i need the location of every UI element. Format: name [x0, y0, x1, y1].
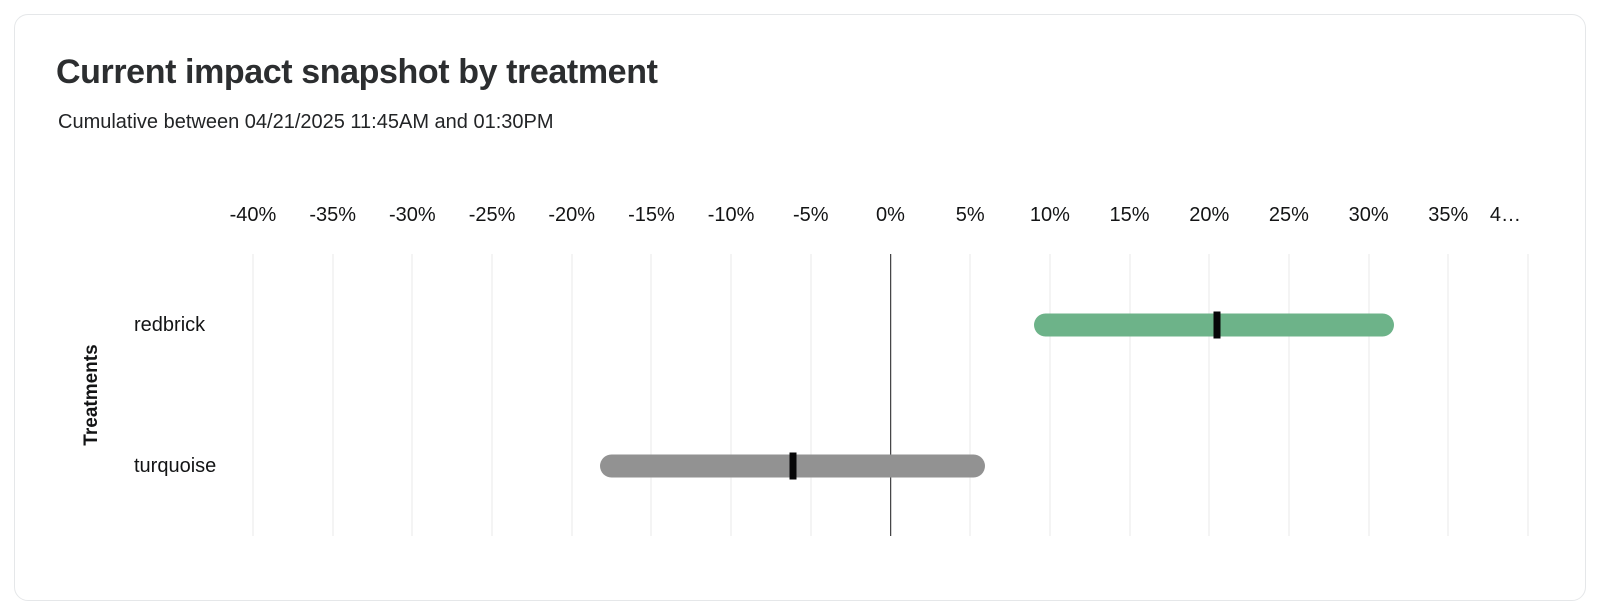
x-tick-label: 20%	[1189, 204, 1230, 226]
category-label-redbrick: redbrick	[134, 313, 206, 336]
x-tick-label: -40%	[229, 204, 277, 226]
x-tick-label: 30%	[1348, 204, 1389, 226]
y-axis-title: Treatments	[81, 344, 102, 446]
gridline	[650, 254, 652, 536]
gridline	[969, 254, 971, 536]
x-axis-labels: -40% -35% -30% -25% -20% -15% -10% -5% 0% 5% 10% 15…	[230, 202, 1528, 228]
gridline	[1447, 254, 1449, 536]
gridline	[1129, 254, 1131, 536]
x-tick-label: -20%	[548, 204, 596, 226]
impact-chart: Treatments -40% -35% -30% -25% -20% -15% -10% -…	[15, 15, 1585, 600]
gridline	[411, 254, 413, 536]
gridline	[810, 254, 812, 536]
plot-area	[252, 254, 1529, 536]
point-estimate-tick-redbrick[interactable]	[1213, 311, 1221, 338]
x-tick-label: -15%	[628, 204, 675, 226]
page-title: Current impact snapshot by treatment	[56, 53, 658, 91]
gridline	[1049, 254, 1051, 536]
x-tick-label: 35%	[1428, 204, 1469, 226]
x-tick-label: -25%	[468, 204, 516, 226]
zero-line	[889, 254, 892, 536]
gridline	[252, 254, 254, 536]
x-tick-label: 10%	[1029, 204, 1070, 226]
x-tick-label: -30%	[389, 204, 436, 226]
page-subtitle: Cumulative between 04/21/2025 11:45AM an…	[58, 111, 554, 133]
x-tick-label: 4…	[1489, 204, 1521, 226]
gridline	[571, 254, 573, 536]
x-tick-label: 15%	[1109, 204, 1150, 226]
x-tick-label: -35%	[309, 204, 357, 226]
x-tick-label: 0%	[876, 204, 905, 226]
x-tick-label: 25%	[1268, 204, 1309, 226]
x-tick-label: 5%	[955, 204, 985, 226]
x-tick-label: -10%	[707, 204, 755, 226]
gridline	[1527, 254, 1529, 536]
category-label-turquoise: turquoise	[134, 454, 217, 477]
x-tick-label: -5%	[793, 204, 829, 226]
gridline	[1208, 254, 1210, 536]
gridline	[730, 254, 732, 536]
gridline	[1288, 254, 1290, 536]
impact-snapshot-card: Current impact snapshot by treatment Cum…	[14, 14, 1586, 601]
gridline	[1368, 254, 1370, 536]
gridline	[491, 254, 493, 536]
point-estimate-tick-turquoise[interactable]	[789, 452, 797, 479]
gridline	[332, 254, 334, 536]
